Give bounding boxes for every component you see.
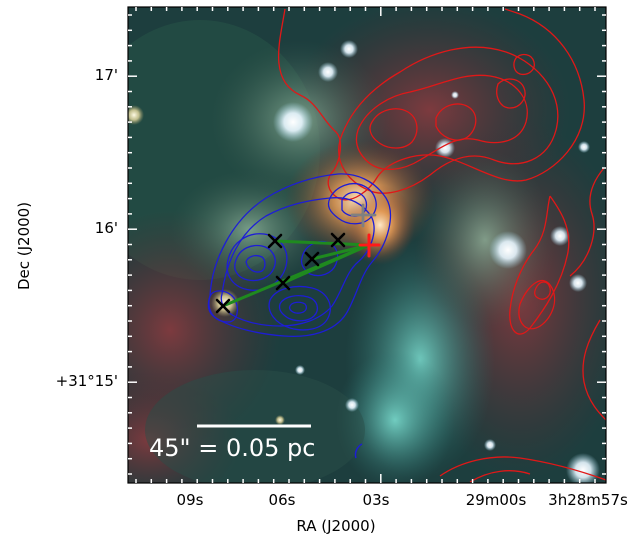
x-axis-title: RA (J2000) — [296, 517, 375, 535]
axis-ticks — [128, 7, 606, 483]
x-tick-label: 29m00s — [466, 491, 527, 509]
gray-cross — [350, 203, 377, 228]
blue-annotation-mark — [354, 443, 363, 459]
y-axis-title: Dec (J2000) — [15, 202, 33, 290]
x-tick-label: 3h28m57s — [548, 491, 628, 509]
x-tick-label: 03s — [363, 491, 390, 509]
x-markers — [215, 232, 346, 314]
green-link — [221, 243, 371, 308]
x-marker — [267, 233, 283, 249]
y-tick-label: 16' — [95, 219, 118, 237]
blue-contours — [207, 173, 392, 338]
y-tick-label: +31°15' — [56, 372, 118, 390]
red-cross — [358, 233, 381, 258]
x-tick-labels: 09s 06s 03s 29m00s 3h28m57s — [177, 491, 628, 509]
sky-image — [128, 7, 606, 483]
x-marker — [215, 298, 231, 314]
scale-bar-label: 45" = 0.05 pc — [149, 434, 315, 462]
x-marker — [304, 251, 320, 267]
x-marker — [275, 275, 291, 291]
x-marker — [330, 232, 346, 248]
scale-bar: 45" = 0.05 pc — [149, 424, 315, 462]
y-tick-labels: 17' 16' +31°15' — [56, 66, 118, 390]
green-link — [310, 243, 371, 261]
x-tick-label: 06s — [269, 491, 296, 509]
green-link — [273, 239, 371, 247]
red-contours — [277, 8, 606, 483]
y-tick-label: 17' — [95, 66, 118, 84]
x-tick-label: 09s — [177, 491, 204, 509]
green-links — [221, 239, 371, 308]
